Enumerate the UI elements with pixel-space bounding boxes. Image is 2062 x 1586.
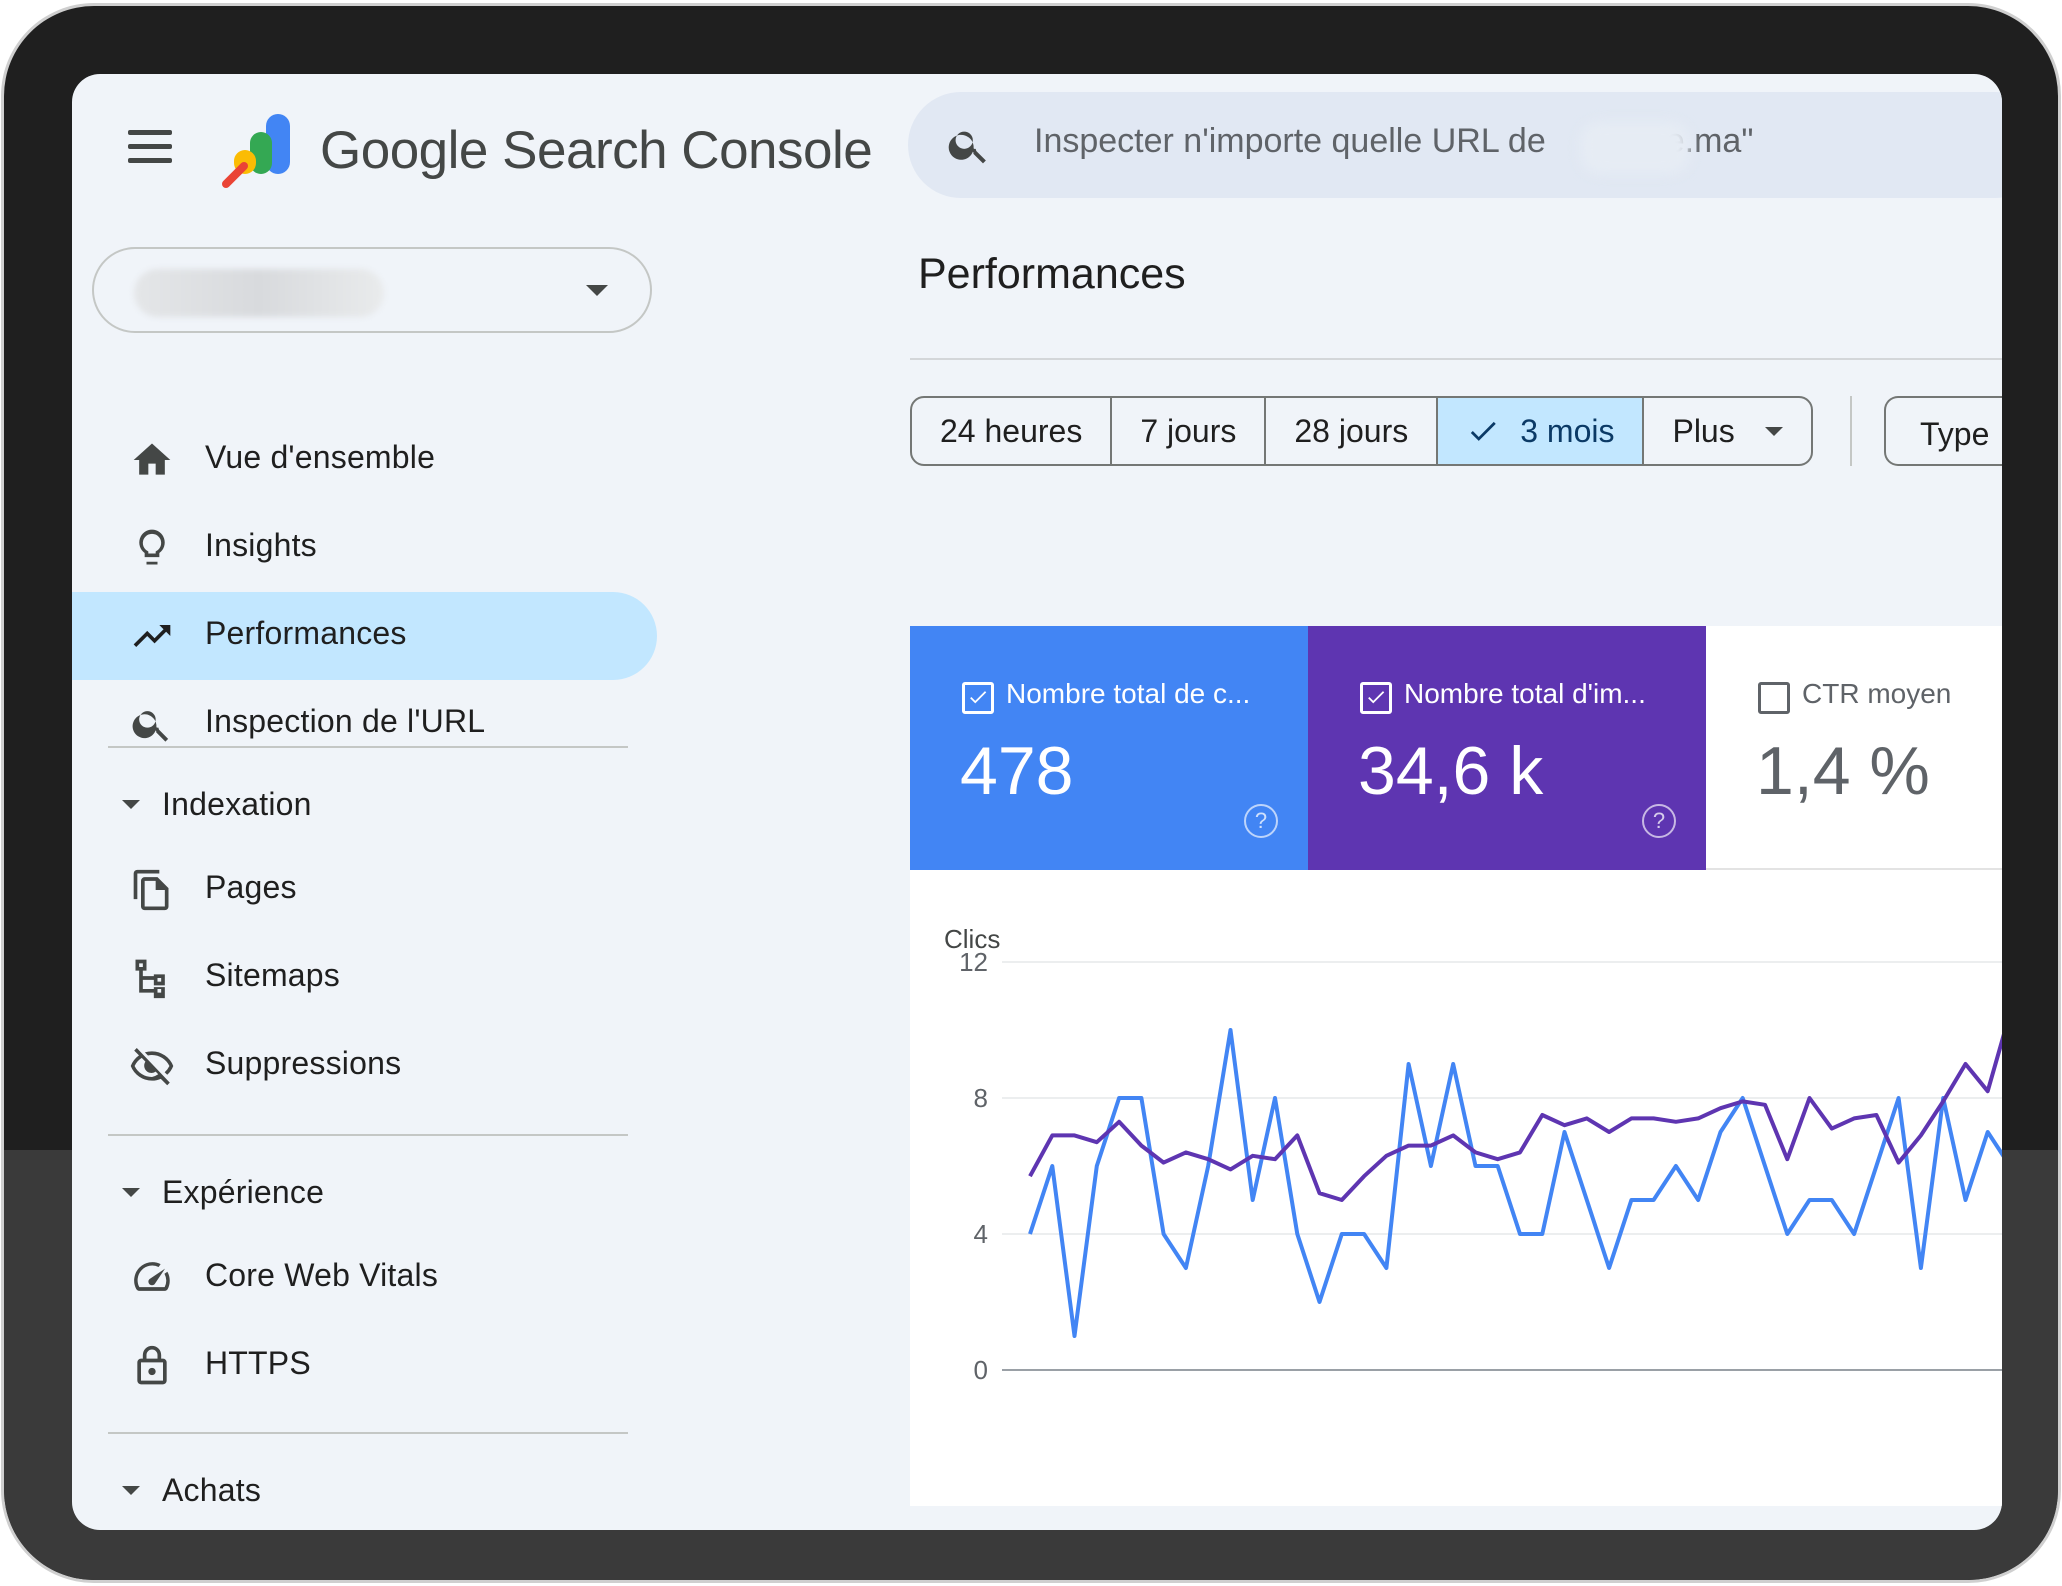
sidebar-divider — [108, 1134, 628, 1136]
date-chip-28d[interactable]: 28 jours — [1266, 398, 1439, 464]
metric-value: 34,6 k — [1358, 733, 1544, 809]
checkbox-checked-icon[interactable] — [962, 682, 994, 714]
sidebar-divider — [108, 1432, 628, 1434]
caret-down-icon — [1764, 426, 1783, 436]
y-tick-label: 12 — [959, 947, 988, 977]
y-tick-label: 0 — [974, 1355, 988, 1385]
page-title: Performances — [918, 250, 1186, 298]
search-console-logo — [222, 114, 290, 188]
redacted-domain — [1580, 122, 1690, 174]
y-tick-label: 4 — [974, 1219, 988, 1249]
metric-label: Nombre total de c... — [1006, 678, 1251, 709]
date-range-chips: 24 heures 7 jours 28 jours 3 mois Plus — [910, 396, 1813, 466]
sitemap-icon — [135, 959, 165, 999]
pages-icon — [133, 869, 169, 911]
sidebar-item-label: Suppressions — [205, 1045, 402, 1081]
search-icon — [132, 711, 169, 742]
series-line-impressions — [1028, 1033, 2002, 1202]
check-icon — [1471, 421, 1496, 441]
date-chip-label: Plus — [1672, 412, 1735, 449]
sidebar-section-experience[interactable]: Expérience — [72, 1154, 657, 1234]
eye-off-icon — [130, 1048, 174, 1086]
trending-up-icon — [133, 625, 171, 647]
sidebar-item-pages[interactable]: Pages — [72, 846, 657, 934]
caret-down-icon — [122, 1486, 140, 1495]
help-icon[interactable]: ? — [1642, 804, 1676, 838]
property-selector[interactable] — [92, 247, 652, 333]
chart-y-axis-title: Clics — [944, 924, 1001, 954]
sidebar-section-label: Achats — [162, 1472, 262, 1508]
lightbulb-icon — [139, 529, 165, 565]
metric-value: 478 — [960, 733, 1074, 809]
date-chip-label: 28 jours — [1294, 412, 1409, 449]
app-screen: Google Search Console Vue d'ensemble Ins… — [72, 74, 2002, 1530]
sidebar-item-insights[interactable]: Insights — [72, 504, 657, 592]
sidebar-item-label: Performances — [205, 615, 407, 651]
search-icon — [948, 131, 986, 164]
caret-down-icon — [122, 800, 140, 809]
metric-cards: Nombre total de c... 478 ? Nombre total … — [910, 626, 2002, 870]
sidebar-item-label: Pages — [205, 869, 297, 905]
date-chip-3m[interactable]: 3 mois — [1438, 398, 1645, 464]
property-name-redacted — [134, 269, 384, 317]
sidebar-item-core-web-vitals[interactable]: Core Web Vitals — [72, 1234, 657, 1322]
date-chip-7d[interactable]: 7 jours — [1112, 398, 1267, 464]
metric-card-ctr[interactable]: CTR moyen 1,4 % — [1706, 626, 2002, 870]
sidebar-divider — [108, 746, 628, 748]
sidebar-section-label: Indexation — [162, 786, 312, 822]
performance-chart: Clics 0 4 8 12 — [910, 870, 2002, 1506]
metric-card-clicks[interactable]: Nombre total de c... 478 ? — [910, 626, 1308, 870]
app-brand: Google Search Console — [320, 120, 873, 181]
search-placeholder-prefix: Inspecter n'importe quelle URL de — [1034, 122, 1546, 160]
sidebar-item-label: Core Web Vitals — [205, 1257, 439, 1293]
hamburger-menu-icon[interactable] — [128, 130, 172, 164]
type-filter-chip[interactable]: Type — [1884, 396, 2002, 466]
url-inspection-search[interactable]: Inspecter n'importe quelle URL de e.ma" — [908, 92, 2002, 198]
sidebar-item-sitemaps[interactable]: Sitemaps — [72, 934, 657, 1022]
sidebar-item-label: HTTPS — [205, 1345, 311, 1381]
date-chip-label: 7 jours — [1140, 412, 1237, 449]
date-chip-more[interactable]: Plus — [1644, 398, 1810, 464]
series-line-clicks — [1028, 1028, 2002, 1338]
caret-down-icon — [122, 1188, 140, 1197]
filter-separator — [1850, 396, 1852, 466]
metric-label: CTR moyen — [1802, 678, 1952, 709]
title-divider — [910, 358, 2002, 360]
brand-google-text: Google — [320, 121, 488, 180]
checkbox-unchecked-icon[interactable] — [1758, 682, 1790, 714]
sidebar-section-label: Expérience — [162, 1174, 325, 1210]
sidebar-item-vue-ensemble[interactable]: Vue d'ensemble — [72, 416, 657, 504]
chart-plot: 0 4 8 12 — [959, 947, 2002, 1385]
metric-card-impressions[interactable]: Nombre total d'im... 34,6 k ? — [1308, 626, 1706, 870]
speedometer-icon — [134, 1262, 170, 1291]
home-icon — [133, 443, 171, 475]
checkbox-checked-icon[interactable] — [1360, 682, 1392, 714]
date-chip-label: 3 mois — [1520, 412, 1615, 449]
brand-product-text: Search Console — [502, 121, 873, 180]
date-chip-24h[interactable]: 24 heures — [912, 398, 1113, 464]
sidebar-item-inspection-url[interactable]: Inspection de l'URL — [72, 680, 657, 768]
sidebar-section-indexation[interactable]: Indexation — [72, 766, 657, 846]
chevron-down-icon — [586, 285, 608, 296]
lock-icon — [137, 1345, 167, 1385]
sidebar-item-label: Vue d'ensemble — [205, 439, 436, 475]
sidebar-item-https[interactable]: HTTPS — [72, 1322, 657, 1410]
sidebar-item-label: Insights — [205, 527, 317, 563]
metric-value: 1,4 % — [1756, 733, 1930, 809]
sidebar-item-label: Inspection de l'URL — [205, 703, 486, 739]
date-chip-label: 24 heures — [940, 412, 1083, 449]
sidebar-item-label: Sitemaps — [205, 957, 340, 993]
sidebar-section-achats[interactable]: Achats — [72, 1452, 657, 1530]
metric-label: Nombre total d'im... — [1404, 678, 1646, 709]
sidebar-item-suppressions[interactable]: Suppressions — [72, 1022, 657, 1110]
tablet-frame: Google Search Console Vue d'ensemble Ins… — [4, 6, 2058, 1580]
help-icon[interactable]: ? — [1244, 804, 1278, 838]
sidebar-item-performances[interactable]: Performances — [72, 592, 657, 680]
y-tick-label: 8 — [974, 1083, 988, 1113]
